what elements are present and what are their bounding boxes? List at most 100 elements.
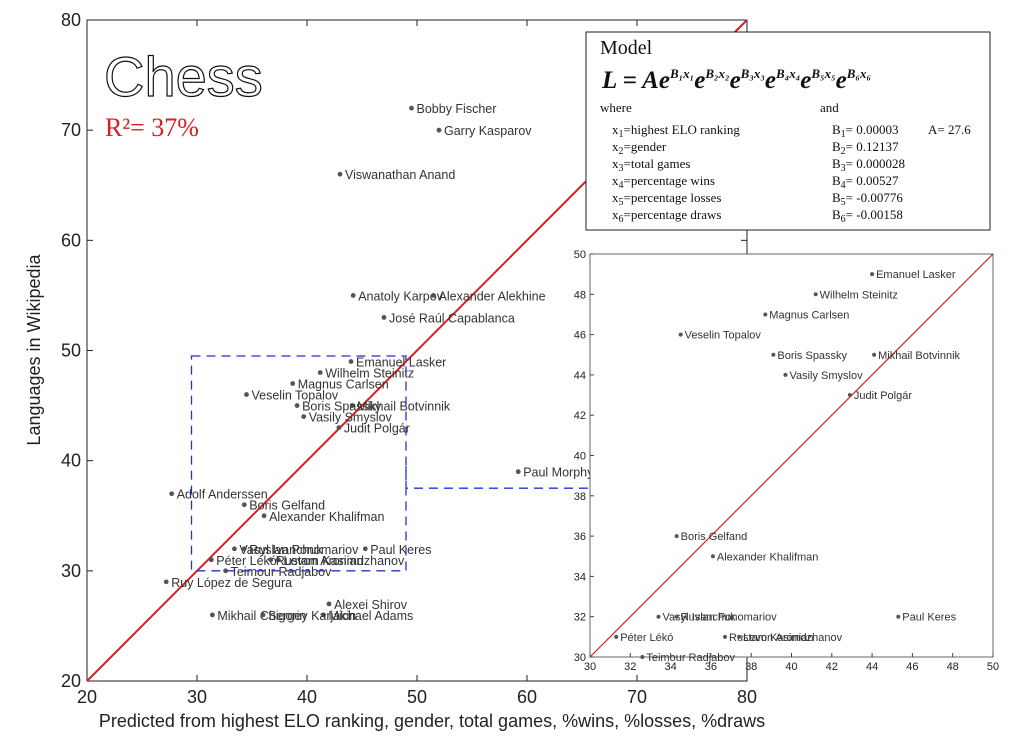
model-where-label: where bbox=[600, 100, 632, 115]
model-and-label: and bbox=[820, 100, 839, 115]
model-variables: x1=highest ELO rankingx2=genderx3=total … bbox=[612, 122, 740, 225]
model-variable: x1=highest ELO ranking bbox=[612, 122, 740, 140]
point-label: Judit Polgár bbox=[344, 422, 410, 436]
data-point bbox=[436, 127, 442, 133]
data-point bbox=[431, 293, 436, 298]
inset-point-label: Wilhelm Steinitz bbox=[820, 289, 898, 301]
point-label: Magnus Carlsen bbox=[298, 378, 389, 392]
x-tick-label: 50 bbox=[407, 687, 427, 707]
inset-point-label: Vasyl Ivanchuk bbox=[663, 612, 737, 624]
inset-point-label: Magnus Carlsen bbox=[769, 309, 849, 321]
inset-data-point bbox=[614, 634, 619, 639]
data-point bbox=[210, 612, 215, 618]
point-label: Alexander Khalifman bbox=[269, 510, 384, 524]
inset-x-tick-label: 48 bbox=[947, 661, 959, 673]
y-axis-label: Languages in Wikipedia bbox=[24, 253, 44, 445]
data-point bbox=[208, 557, 214, 563]
model-coefficient: B3= 0.000028 bbox=[832, 156, 905, 174]
model-coefficient: B4= 0.00527 bbox=[832, 173, 899, 191]
inset-point-label: Ruslan Ponomariov bbox=[681, 612, 777, 624]
point-label: José Raúl Capablanca bbox=[389, 311, 515, 325]
inset-y-tick-label: 44 bbox=[574, 370, 586, 382]
point-label: Michael Adams bbox=[329, 609, 414, 623]
inset-x-tick-label: 46 bbox=[906, 661, 918, 673]
data-point bbox=[232, 546, 237, 552]
r-squared-annotation: R²= 37% bbox=[105, 113, 199, 142]
inset-data-point bbox=[763, 312, 768, 317]
inset-point-label: Boris Spassky bbox=[777, 350, 847, 362]
data-point bbox=[321, 612, 326, 618]
x-tick-label: 70 bbox=[627, 687, 647, 707]
inset-x-tick-label: 42 bbox=[826, 661, 838, 673]
inset-point-label: Veselin Topalov bbox=[685, 330, 762, 342]
data-point bbox=[294, 403, 300, 408]
x-tick-label: 20 bbox=[77, 687, 97, 707]
y-tick-label: 80 bbox=[61, 10, 81, 30]
point-label: Garry Kasparov bbox=[444, 124, 532, 138]
model-constant: A= 27.6 bbox=[928, 122, 971, 137]
model-variable: x2=gender bbox=[612, 139, 667, 157]
inset-y-tick-label: 46 bbox=[574, 330, 586, 342]
data-point bbox=[336, 425, 342, 431]
model-box bbox=[585, 31, 991, 231]
inset-point-label: Levon Aronian bbox=[743, 632, 813, 644]
point-label: Bobby Fischer bbox=[417, 102, 497, 116]
y-tick-label: 20 bbox=[61, 671, 81, 691]
point-label: Teimour Radjabov bbox=[231, 565, 332, 579]
inset-point-label: Emanuel Lasker bbox=[876, 269, 956, 281]
inset-point-label: Judit Polgár bbox=[854, 390, 912, 402]
inset-point-label: Paul Keres bbox=[902, 612, 956, 624]
point-label: Viswanathan Anand bbox=[345, 168, 455, 182]
data-point bbox=[290, 381, 296, 386]
data-point bbox=[276, 557, 281, 563]
model-variable: x3=total games bbox=[612, 156, 690, 174]
inset-points: Emanuel Lasker Wilhelm Steinitz Magnus Car… bbox=[614, 269, 961, 664]
model-variable: x6=percentage draws bbox=[612, 207, 721, 225]
inset-point-label: Péter Lékó bbox=[620, 632, 673, 644]
point-label: Rustam Kasimdzhanov bbox=[276, 554, 405, 568]
inset-x-tick-label: 34 bbox=[664, 661, 676, 673]
data-point bbox=[241, 502, 247, 508]
point-label: Paul Keres bbox=[370, 543, 431, 557]
inset-x-tick-label: 32 bbox=[624, 661, 636, 673]
inset-point-label: Vasily Smyslov bbox=[789, 370, 863, 382]
x-axis-label: Predicted from highest ELO ranking, gend… bbox=[99, 711, 765, 731]
data-point bbox=[515, 469, 521, 475]
inset-y-tick-label: 30 bbox=[574, 652, 586, 664]
model-coefficient: B1= 0.00003 bbox=[832, 122, 899, 140]
inset-y-ticks: 30 32 34 36 38 40 42 44 46 48 50 bbox=[574, 249, 594, 664]
y-tick-label: 60 bbox=[61, 230, 81, 250]
data-point bbox=[260, 612, 266, 618]
inset-y-tick-label: 34 bbox=[574, 571, 586, 583]
inset-y-tick-label: 36 bbox=[574, 531, 586, 543]
inset-x-tick-label: 36 bbox=[705, 661, 717, 673]
point-label: Alexei Shirov bbox=[334, 598, 408, 612]
point-label: Sergey Karjakin bbox=[268, 609, 356, 623]
inset-data-point bbox=[870, 272, 875, 277]
inset-data-point bbox=[656, 614, 661, 619]
zoom-box bbox=[190, 355, 590, 572]
inset-data-point bbox=[771, 352, 776, 357]
inset-x-tick-label: 40 bbox=[785, 661, 797, 673]
inset-data-point bbox=[813, 292, 818, 297]
inset-data-point bbox=[640, 655, 645, 659]
inset-y-tick-label: 40 bbox=[574, 451, 586, 463]
x-tick-label: 30 bbox=[187, 687, 207, 707]
data-point bbox=[409, 105, 414, 111]
data-point bbox=[223, 568, 229, 574]
model-coefficient: B6= -0.00158 bbox=[832, 207, 903, 225]
inset-x-tick-label: 30 bbox=[584, 661, 596, 673]
inset-point-label: Mikhail Botvinnik bbox=[878, 350, 960, 362]
inset-data-point bbox=[783, 372, 788, 377]
inset-point-label: Alexander Khalifman bbox=[717, 551, 819, 563]
data-point bbox=[169, 491, 175, 497]
y-tick-label: 30 bbox=[61, 561, 81, 581]
point-label: Ruy López de Segura bbox=[171, 576, 292, 590]
inset-fit-line bbox=[589, 253, 994, 658]
model-coefficient: B2= 0.12137 bbox=[832, 139, 899, 157]
data-point bbox=[362, 546, 368, 552]
inset-data-point bbox=[674, 614, 679, 619]
inset-x-ticks: 30 32 34 36 38 40 42 44 46 48 50 bbox=[584, 653, 999, 673]
inset-point-label: Teimour Radjabov bbox=[646, 652, 735, 664]
